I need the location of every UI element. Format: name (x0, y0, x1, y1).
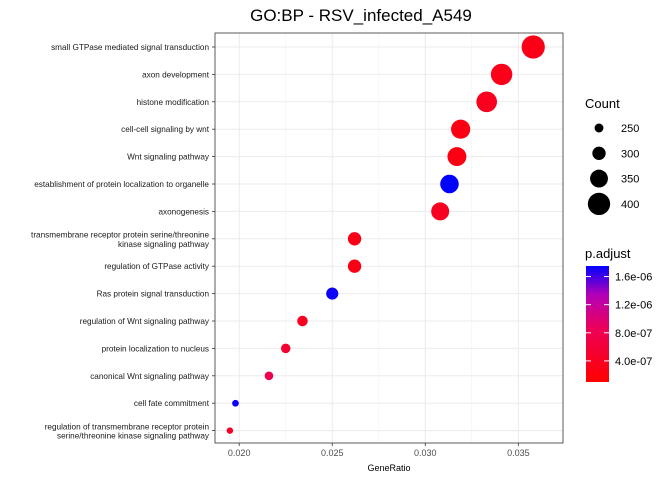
p-adjust-tick-label-2: 8.0e-07 (615, 328, 652, 340)
data-point-2 (476, 91, 498, 113)
x-axis-title: GeneRatio (367, 463, 410, 473)
count-legend-label-1: 300 (621, 148, 639, 160)
data-point-5 (440, 174, 459, 194)
p-adjust-legend-title: p.adjust (585, 246, 631, 261)
x-tick-label-0: 0.020 (228, 448, 251, 458)
p-adjust-tick-label-0: 1.6e-06 (615, 272, 652, 284)
y-tick-label-11: protein localization to nucleus (102, 344, 209, 353)
data-point-13 (232, 399, 239, 407)
data-point-9 (326, 287, 339, 300)
y-tick-label-13: cell fate commitment (134, 399, 210, 408)
data-point-10 (297, 315, 308, 327)
count-legend: Count 250 300 350 400 (585, 96, 639, 216)
y-tick-label-7: transmembrane receptor protein serine/th… (31, 231, 210, 249)
data-point-11 (280, 343, 291, 354)
count-legend-key-0 (594, 123, 604, 133)
x-tick-label-3: 0.035 (507, 448, 530, 458)
p-adjust-legend: p.adjust 1.6e-06 1.2e-06 8.0e-07 4.0e-07 (585, 246, 652, 382)
plot-border (214, 32, 564, 444)
count-legend-key-2 (590, 169, 608, 188)
y-tick-label-14: regulation of transmembrane receptor pro… (45, 422, 210, 440)
data-point-6 (431, 202, 450, 221)
y-tick-label-8: regulation of GTPase activity (104, 262, 210, 271)
gridlines (215, 33, 563, 443)
data-point-14 (226, 427, 234, 434)
y-tick-label-1: axon development (142, 70, 210, 79)
y-tick-label-12: canonical Wnt signaling pathway (90, 372, 210, 381)
y-axis-labels: small GTPase mediated signal transductio… (31, 43, 215, 441)
y-tick-label-0: small GTPase mediated signal transductio… (51, 43, 209, 52)
p-adjust-colorbar (586, 266, 609, 382)
y-tick-label-6: axonogenesis (158, 207, 209, 216)
data-point-4 (447, 147, 467, 167)
y-tick-label-3: cell-cell signaling by wnt (121, 125, 210, 134)
data-point-7 (347, 232, 362, 246)
y-tick-label-4: Wnt signaling pathway (127, 153, 210, 162)
count-legend-key-3 (587, 192, 611, 216)
p-adjust-tick-label-3: 4.0e-07 (615, 356, 652, 368)
data-point-3 (451, 119, 471, 139)
y-tick-label-5: establishment of protein localization to… (34, 180, 209, 189)
x-tick-label-2: 0.030 (414, 448, 437, 458)
y-tick-label-2: histone modification (137, 98, 210, 107)
data-points (226, 35, 545, 434)
data-point-8 (347, 259, 362, 273)
count-legend-label-0: 250 (621, 123, 639, 135)
plot-panel (215, 33, 563, 443)
x-tick-label-1: 0.025 (321, 448, 344, 458)
y-tick-label-9: Ras protein signal transduction (97, 290, 210, 299)
chart-title: GO:BP - RSV_infected_A549 (250, 6, 472, 25)
y-tick-label-10: regulation of Wnt signaling pathway (80, 317, 210, 326)
count-legend-label-3: 400 (621, 199, 639, 211)
p-adjust-tick-label-1: 1.2e-06 (615, 300, 652, 312)
count-legend-title: Count (585, 96, 620, 111)
count-legend-key-1 (592, 146, 606, 160)
data-point-1 (490, 63, 513, 86)
data-point-12 (264, 371, 274, 381)
x-axis-ticks: 0.020 0.025 0.030 0.035 (228, 443, 530, 458)
data-point-0 (521, 35, 545, 59)
count-legend-label-2: 350 (621, 174, 639, 186)
